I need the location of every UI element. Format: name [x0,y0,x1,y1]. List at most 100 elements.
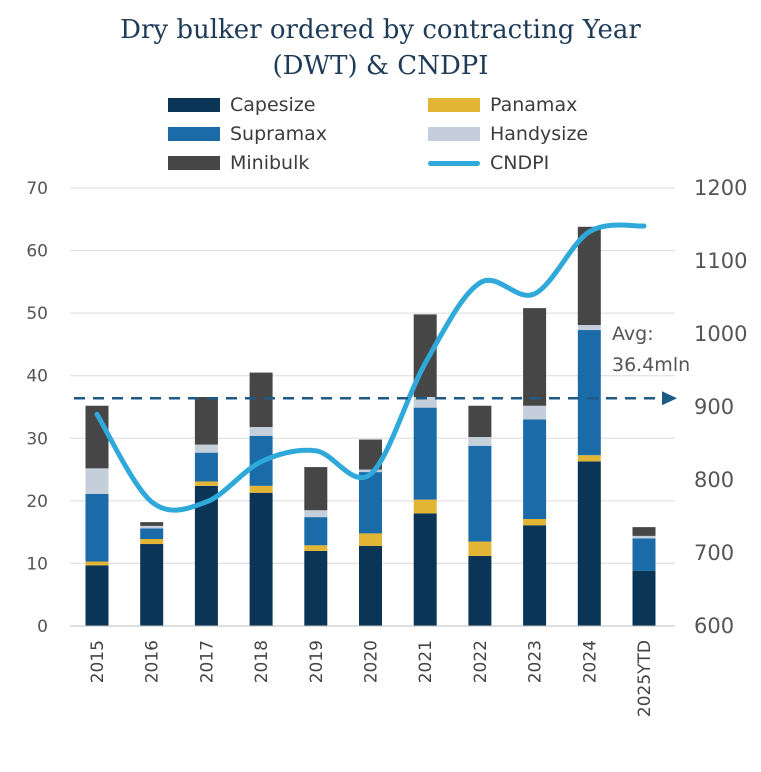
x-tick-label: 2020 [362,640,382,683]
bar-panamax [249,485,273,493]
bar-capesize [413,513,437,626]
x-tick-label: 2016 [143,640,163,683]
bar-panamax [413,499,437,514]
bar-supramax [577,330,601,456]
legend-item-capesize: Capesize [168,92,316,118]
bar-handysize [523,405,547,420]
bar-handysize [468,437,492,446]
legend-label-panamax: Panamax [490,94,578,116]
bar-minibulk [359,439,382,470]
bar-minibulk [468,405,492,438]
legend-item-handysize: Handysize [428,121,588,147]
bar-capesize [194,485,218,626]
cndpi-line [94,222,647,513]
legend-swatch-panamax [428,98,480,112]
x-tick-label: 2015 [88,640,108,683]
bar-capesize [249,492,273,626]
average-arrowhead [662,391,677,406]
bar-supramax [359,472,382,534]
average-reference-line: Avg: 36.4mln [74,323,690,406]
y-left-tick-label: 10 [26,554,48,574]
y-left-tick-label: 70 [26,179,48,199]
bar-minibulk [249,372,273,428]
legend-swatch-handysize [428,127,480,141]
bar-handysize [249,427,273,436]
bar-minibulk [577,226,601,326]
x-tick-label: 2017 [197,640,217,683]
x-tick-label: 2018 [252,640,272,683]
legend-label-cndpi: CNDPI [490,152,550,174]
bar-panamax [194,481,218,486]
bar-panamax [359,533,382,546]
y-axis-left: 0 10 20 30 40 50 60 70 [26,179,48,637]
bar-capesize [468,555,492,626]
bar-supramax [85,493,109,562]
x-tick-label: 2019 [307,640,327,683]
y-right-tick-label: 1100 [694,249,747,273]
bar-series [85,226,656,626]
bar-minibulk [140,522,164,526]
bar-supramax [468,445,492,542]
y-right-tick-label: 1200 [694,176,747,200]
bar-capesize [359,545,382,626]
y-right-tick-label: 900 [694,395,734,419]
legend-label-handysize: Handysize [490,123,589,145]
bar-capesize [523,525,547,626]
chart-title: Dry bulker ordered by contracting Year (… [0,12,761,84]
bar-capesize [85,565,109,626]
bar-capesize [304,550,328,626]
bar-supramax [632,538,656,571]
bar-handysize [577,325,601,331]
x-tick-label: 2021 [416,640,436,683]
legend-item-cndpi: CNDPI [428,150,549,176]
y-left-tick-label: 30 [26,429,48,449]
y-right-tick-label: 800 [694,468,734,492]
bar-handysize [632,535,656,539]
bar-handysize [85,468,109,494]
legend-swatch-minibulk [168,156,220,170]
y-left-tick-label: 50 [26,304,48,324]
y-left-tick-label: 40 [26,367,48,387]
y-right-tick-label: 1000 [694,322,747,346]
bar-capesize [577,461,601,626]
y-left-tick-label: 20 [26,492,48,512]
chart-title-line1: Dry bulker ordered by contracting Year [120,15,641,45]
average-label-line1: Avg: [612,323,654,345]
legend-swatch-cndpi [428,160,480,166]
bar-handysize [194,444,218,453]
legend-swatch-supramax [168,127,220,141]
bar-minibulk [523,308,547,406]
y-left-tick-label: 60 [26,242,48,262]
bar-supramax [523,419,547,520]
bar-supramax [304,517,328,546]
y-right-tick-label: 700 [694,541,734,565]
y-right-tick-label: 600 [694,614,734,638]
x-tick-label: 2024 [580,640,600,683]
bar-panamax [523,519,547,526]
bar-minibulk [304,467,328,511]
bar-panamax [577,455,601,462]
legend-item-panamax: Panamax [428,92,577,118]
bar-minibulk [194,396,218,445]
bar-handysize [413,396,437,408]
cndpi-line-series [94,222,647,513]
chart-legend: Capesize Panamax Supramax Handysize Mini… [168,92,608,176]
legend-label-capesize: Capesize [230,94,316,116]
bar-handysize [304,510,328,518]
bar-handysize [140,525,164,529]
bar-panamax [85,561,109,566]
bar-minibulk [632,527,656,536]
average-label-line2: 36.4mln [612,354,690,376]
x-tick-label: 2023 [526,640,546,683]
legend-label-minibulk: Minibulk [230,152,310,174]
bar-panamax [304,545,328,551]
bar-panamax [140,539,164,545]
legend-swatch-capesize [168,98,220,112]
bar-supramax [140,528,164,540]
bar-panamax [468,541,492,556]
bar-capesize [140,544,164,626]
bar-supramax [413,407,437,500]
legend-item-supramax: Supramax [168,121,327,147]
bar-capesize [632,570,656,626]
